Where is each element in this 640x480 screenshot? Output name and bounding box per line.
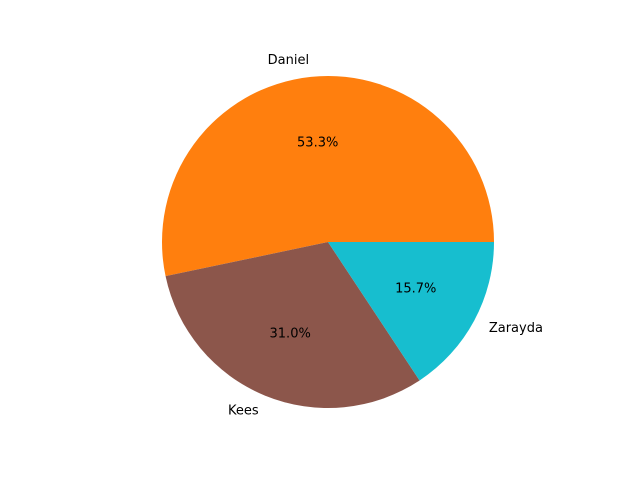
pct-label-zarayda: 15.7%: [395, 282, 436, 297]
slice-label-daniel: Daniel: [268, 53, 309, 68]
pie-slice-kees: [165, 242, 420, 409]
pie-slice-zarayda: [328, 242, 494, 381]
pct-label-daniel: 53.3%: [297, 135, 338, 150]
pct-label-kees: 31.0%: [270, 327, 311, 342]
pie-slice-daniel: [161, 75, 494, 277]
slice-label-kees: Kees: [228, 403, 259, 418]
pie-slices: [161, 75, 494, 409]
pie-labels: Daniel 53.3% Kees 31.0% Zarayda 15.7%: [228, 53, 543, 419]
slice-label-zarayda: Zarayda: [489, 321, 543, 336]
